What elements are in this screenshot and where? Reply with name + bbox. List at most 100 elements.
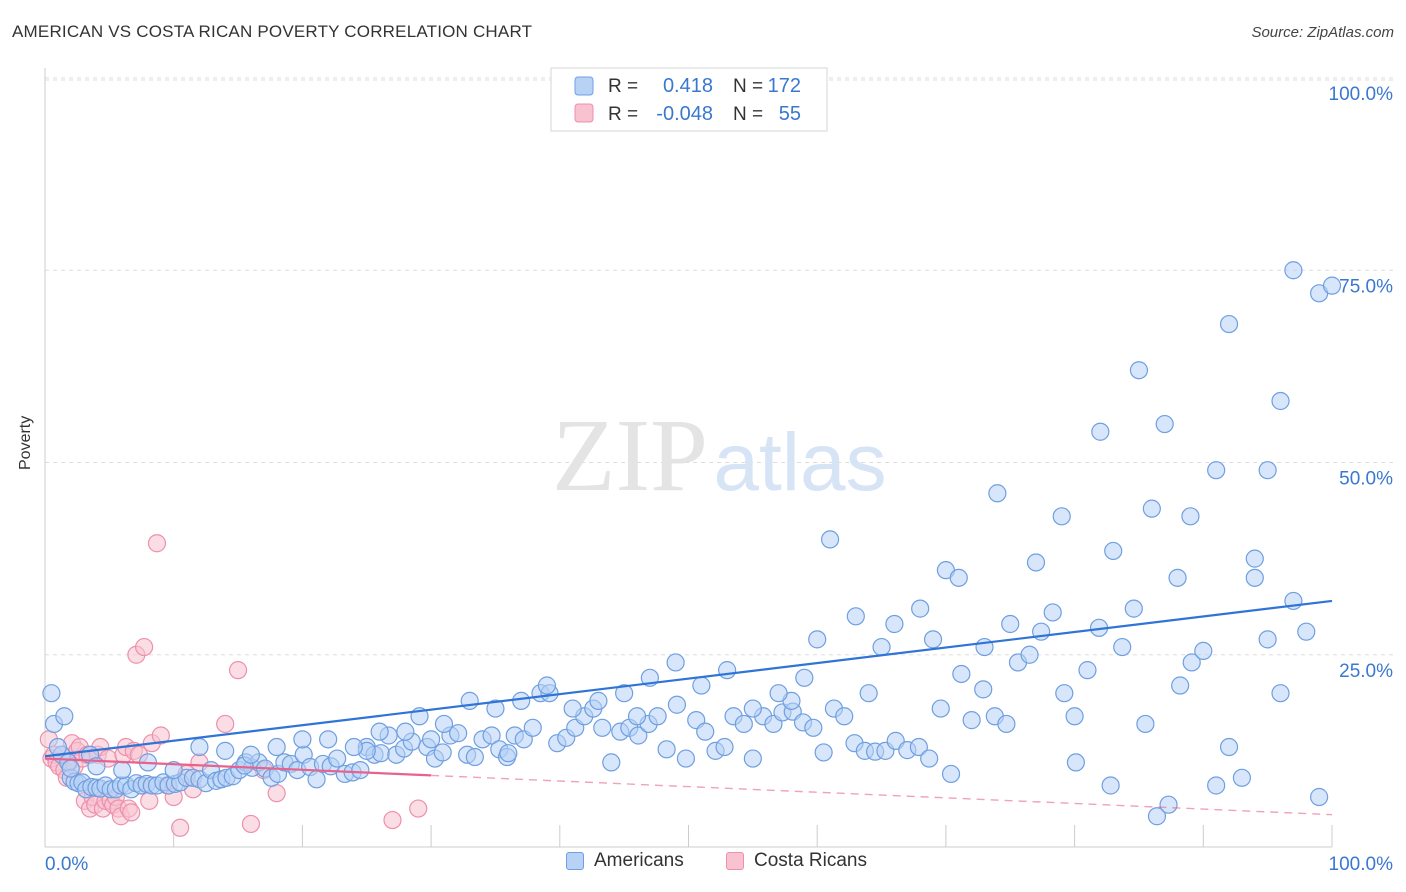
americans-point [795, 668, 814, 687]
americans-point [422, 730, 441, 749]
americans-point [769, 684, 788, 703]
americans-point [846, 607, 865, 626]
americans-point [164, 760, 183, 780]
americans-point [808, 630, 827, 649]
legend-n-label-americans: N = [733, 76, 763, 97]
americans-point [499, 744, 518, 763]
americans-point [1129, 361, 1149, 380]
legend-r-value-costa-ricans: -0.048 [656, 103, 713, 125]
americans-point [460, 691, 479, 710]
americans-point [42, 684, 61, 703]
legend-item-americans[interactable]: Americans [566, 850, 684, 872]
x-tick-label-0: 0.0% [45, 854, 88, 875]
americans-point [1271, 684, 1290, 703]
americans-swatch [566, 852, 584, 870]
americans-point [872, 637, 891, 657]
americans-point [666, 653, 685, 672]
americans-point [1219, 314, 1239, 334]
americans-point [1155, 414, 1174, 434]
costa-ricans-point [228, 661, 248, 680]
americans-point [1245, 549, 1264, 568]
americans-point [1147, 807, 1167, 826]
americans-point [589, 691, 608, 710]
americans-points [42, 261, 1342, 826]
costa-ricans-point [241, 814, 261, 834]
americans-point [1043, 603, 1062, 622]
americans-point [1055, 684, 1074, 703]
americans-point [676, 749, 696, 768]
legend-n-label-costa-ricans: N = [733, 104, 763, 125]
americans-point [909, 737, 928, 757]
costa-ricans-point [383, 810, 402, 830]
americans-point [1232, 768, 1252, 787]
americans-point [523, 718, 542, 737]
americans-point [55, 707, 74, 726]
americans-point [113, 760, 132, 780]
x-tick-label-1: 100.0% [1329, 854, 1394, 875]
americans-point [1101, 776, 1120, 795]
legend-box [550, 67, 828, 132]
americans-point [743, 749, 762, 768]
americans-point [1066, 753, 1085, 772]
americans-point [602, 753, 621, 772]
grid-layer [45, 77, 1395, 656]
americans-label: Americans [594, 850, 684, 871]
americans-point [1091, 422, 1110, 441]
americans-point [449, 724, 468, 743]
costa-ricans-swatch [726, 852, 744, 870]
y-tick-label-3: 100.0% [1329, 84, 1394, 105]
legend-item-costa-ricans[interactable]: Costa Ricans [726, 850, 867, 872]
americans-point [962, 711, 981, 730]
y-tick-label-2: 75.0% [1339, 276, 1393, 297]
americans-point [61, 759, 80, 778]
costa-ricans-point [147, 534, 167, 553]
americans-point [1310, 787, 1329, 807]
americans-point [1113, 637, 1132, 657]
americans-point [1284, 261, 1303, 280]
americans-point [718, 661, 737, 680]
y-tick-label-0: 25.0% [1339, 661, 1393, 682]
americans-point [911, 599, 930, 618]
costa-ricans-point [409, 799, 428, 818]
americans-point [1207, 461, 1226, 480]
americans-point [627, 707, 647, 726]
costa-ricans-point [267, 784, 286, 803]
americans-point [512, 691, 531, 710]
americans-point [344, 737, 363, 757]
costa-ricans-trend-line [44, 757, 432, 777]
americans-point [859, 684, 878, 703]
americans-point [715, 737, 734, 757]
americans-point [1271, 391, 1290, 411]
americans-point [486, 699, 505, 718]
americans-point [1159, 795, 1178, 814]
americans-point [648, 707, 667, 726]
americans-point [920, 749, 939, 768]
americans-point [1171, 676, 1190, 695]
americans-point [563, 699, 582, 718]
americans-point [1194, 641, 1213, 661]
americans-point [949, 568, 968, 587]
americans-point [293, 730, 312, 749]
americans-point [537, 676, 557, 695]
legend-swatch-americans [574, 76, 594, 96]
americans-point [1136, 714, 1155, 734]
americans-point [1297, 622, 1316, 641]
americans-point [1001, 614, 1020, 634]
americans-point [931, 699, 950, 718]
americans-trend-line [44, 599, 1333, 758]
americans-point [351, 760, 370, 780]
americans-point [434, 714, 454, 734]
americans-point [216, 741, 235, 760]
costa-ricans-point [171, 818, 190, 837]
americans-point [1052, 507, 1071, 526]
watermark-zip: ZIP [552, 398, 708, 513]
americans-point [974, 680, 993, 699]
americans-point [1182, 653, 1201, 672]
costa-ricans-point [216, 714, 235, 734]
americans-point [190, 737, 209, 757]
americans-point [734, 714, 753, 734]
americans-point [615, 684, 634, 703]
costa-ricans-point [151, 726, 170, 745]
americans-point [267, 737, 286, 757]
americans-point [307, 770, 326, 789]
